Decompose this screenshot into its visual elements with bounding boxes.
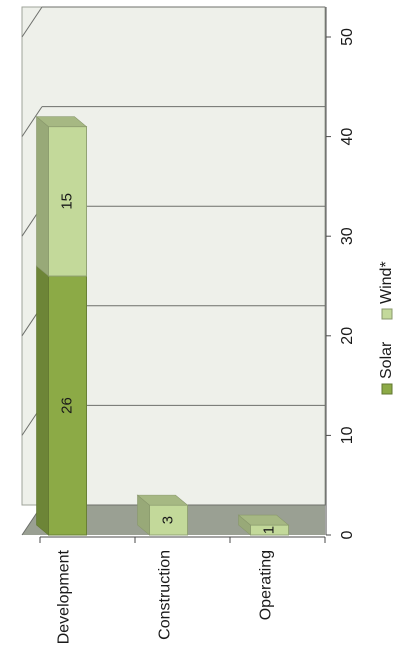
axes [39,7,331,543]
legend: Solar Wind* [378,261,395,395]
bar-side [36,115,49,277]
legend-swatch-wind [381,308,393,320]
bar-top [35,116,88,127]
tick-label: 20 [339,327,356,345]
data-label: 1 [260,526,277,534]
legend-label-solar: Solar [378,341,395,379]
tick-label: 40 [339,128,356,146]
legend-swatch-solar [381,383,393,395]
data-label: 26 [58,397,75,414]
category-label-operating: Operating [258,550,275,620]
bar-wind-construction [149,504,188,536]
bar-top [237,514,290,526]
tick-label: 30 [339,227,356,245]
gridlines [21,6,325,536]
bar-side [36,265,49,536]
gridline-depth [21,6,43,38]
gridline-depth [21,106,43,137]
category-label-construction: Construction [157,550,174,640]
bars [35,115,290,536]
tick-label: 0 [339,530,356,539]
bar-top [136,494,189,506]
tick-label: 50 [339,28,356,46]
data-label: 15 [58,193,75,210]
bar-wind-development [48,126,87,277]
tick-label: 10 [339,426,356,444]
category-label-development: Development [56,549,73,644]
data-label: 3 [159,516,176,524]
legend-label-wind: Wind* [378,261,395,304]
